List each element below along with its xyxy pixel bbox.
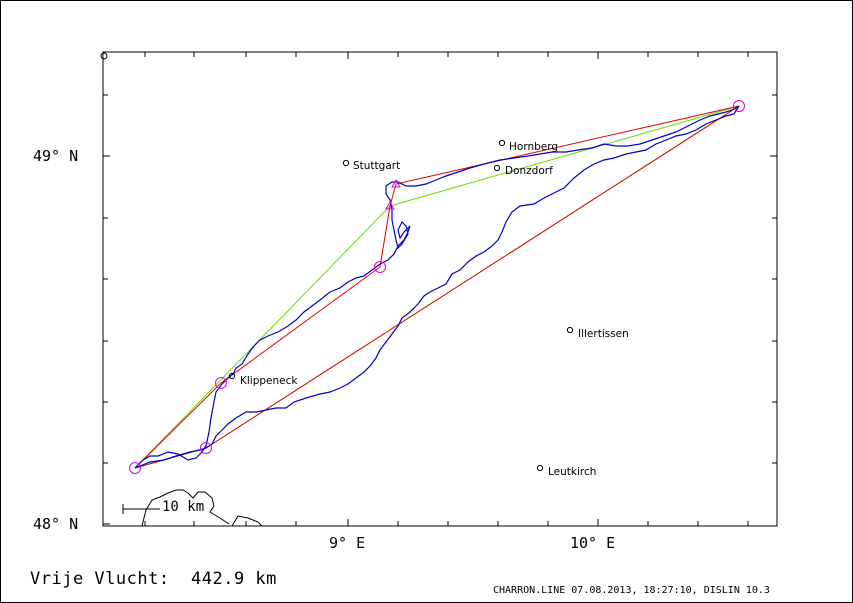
turnpoint-1 xyxy=(215,377,227,389)
city-label-stuttgart: Stuttgart xyxy=(353,160,401,172)
lat-label-49: 49° N xyxy=(33,147,79,165)
city-marker-stuttgart xyxy=(342,159,350,167)
alternate-route xyxy=(134,105,740,469)
city-marker-klippeneck xyxy=(228,372,236,380)
city-marker-hornberg xyxy=(498,139,506,147)
city-marker-leutkirch xyxy=(536,464,544,472)
turnpoint-triangle-1 xyxy=(391,178,401,188)
turnpoint-3 xyxy=(374,261,386,273)
corner-marker xyxy=(100,52,108,60)
turnpoint-4 xyxy=(733,100,745,112)
city-label-donzdorf: Donzdorf xyxy=(505,165,553,177)
flight-track xyxy=(134,105,740,469)
turnpoint-start xyxy=(129,462,141,474)
lat-label-48: 48° N xyxy=(33,515,79,533)
turnpoint-2 xyxy=(200,442,212,454)
free-flight-distance: Vrije Vlucht: 442.9 km xyxy=(30,569,277,589)
axis-ticks xyxy=(103,52,777,526)
city-markers xyxy=(228,139,574,472)
scale-bar xyxy=(122,504,160,514)
city-label-hornberg: Hornberg xyxy=(509,141,559,153)
lake-shoreline xyxy=(141,489,263,527)
plot-info: CHARRON.LINE 07.08.2013, 18:27:10, DISLI… xyxy=(493,585,770,596)
optimized-route xyxy=(134,105,740,469)
lon-label-9: 9° E xyxy=(329,534,366,552)
city-marker-illertissen xyxy=(566,326,574,334)
plot-frame xyxy=(102,51,778,527)
city-label-leutkirch: Leutkirch xyxy=(548,466,597,478)
turnpoint-triangle-2 xyxy=(385,200,395,210)
lon-label-10: 10° E xyxy=(570,534,616,552)
turnpoint-markers xyxy=(129,100,745,474)
city-label-klippeneck: Klippeneck xyxy=(240,375,298,387)
scale-bar-label: 10 km xyxy=(162,499,205,515)
city-marker-donzdorf xyxy=(493,164,501,172)
city-label-illertissen: Illertissen xyxy=(578,328,629,340)
